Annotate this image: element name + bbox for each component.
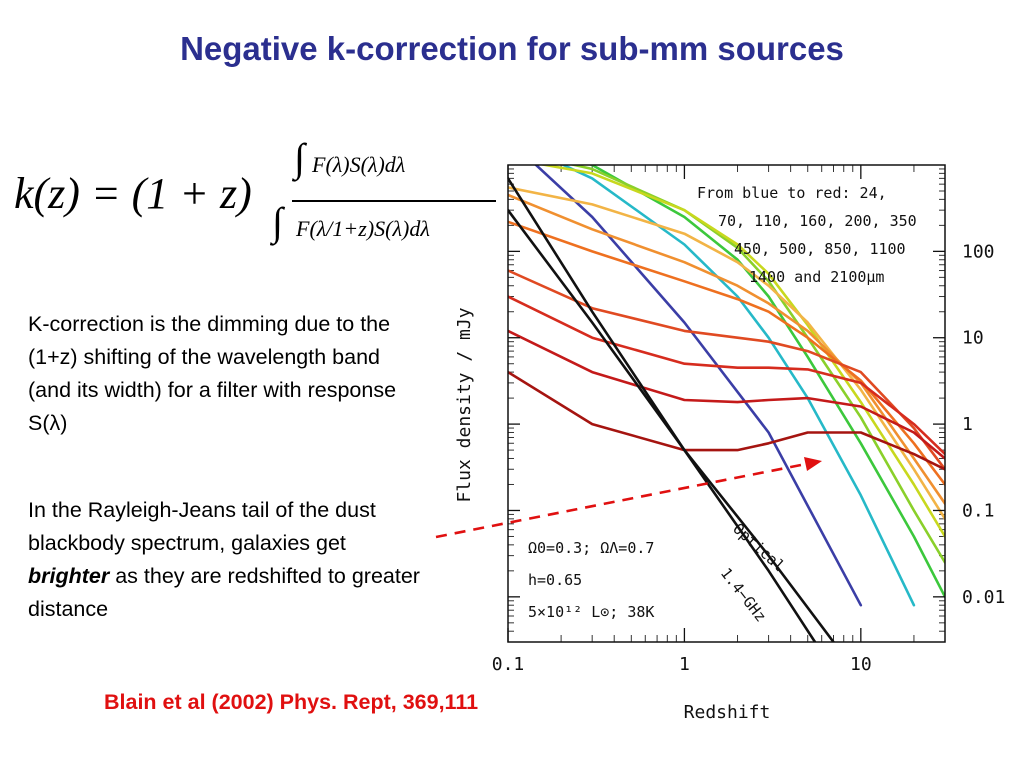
formula-denominator: F(λ/1+z)S(λ)dλ <box>296 216 430 241</box>
fraction-bar <box>292 200 496 202</box>
legend-line: 70, 110, 160, 200, 350 <box>718 212 917 230</box>
x-tick-label: 10 <box>850 654 872 675</box>
series-line-350 <box>508 186 945 521</box>
numerator-integral-sign: ∫ <box>294 135 305 180</box>
legend-line: 1400 and 2100μm <box>749 268 884 286</box>
y-tick-label: 0.1 <box>962 500 995 521</box>
series-line-70 <box>560 165 916 607</box>
x-tick-label: 1 <box>679 654 690 675</box>
y-tick-label: 0.01 <box>962 587 1005 608</box>
plot-frame <box>507 164 946 643</box>
formula-numerator: F(λ)S(λ)dλ <box>312 152 406 177</box>
brightening-arrow-head <box>804 457 822 471</box>
series-line-160 <box>568 165 945 564</box>
y-tick-label: 100 <box>962 241 995 262</box>
denominator-integral-sign: ∫ <box>272 199 283 244</box>
brightening-arrow-line <box>435 462 807 539</box>
y-tick-label: 10 <box>962 328 984 349</box>
series-line-500 <box>508 220 945 486</box>
paragraph-2-emphasis: brighter <box>28 564 110 588</box>
series-line-1400 <box>508 329 945 460</box>
radio-curve-label: 1.4−GHz <box>717 564 770 625</box>
x-tick-label: 0.1 <box>492 654 525 675</box>
x-axis-title: Redshift <box>684 702 771 723</box>
series-line-1100 <box>508 295 945 456</box>
y-tick-label: 1 <box>962 414 973 435</box>
explanation-paragraph-1: K-correction is the dimming due to the (… <box>28 312 397 435</box>
explanation-paragraph-2: In the Rayleigh-Jeans tail of the dust b… <box>28 494 420 626</box>
y-axis-title: Flux density / mJy <box>454 307 475 502</box>
parameter-line: 5×10¹² L⊙; 38K <box>528 603 654 621</box>
paragraph-2-start: In the Rayleigh-Jeans tail of the dust b… <box>28 498 376 555</box>
formula-lhs: k(z) = (1 + z) <box>14 169 252 218</box>
series-line-2100 <box>508 370 945 471</box>
optical-curve-label: Optical <box>729 520 788 576</box>
slide-title: Negative k-correction for sub-mm sources <box>180 30 844 67</box>
k-correction-formula: k(z) = (1 + z) ∫ F(λ)S(λ)dλ ∫ F(λ/1+z)S(… <box>10 135 496 258</box>
legend-line: 450, 500, 850, 1100 <box>734 240 906 258</box>
legend-line: From blue to red: 24, <box>697 184 887 202</box>
parameter-line: Ω0=0.3; ΩΛ=0.7 <box>528 539 654 557</box>
series-line-450 <box>508 193 945 505</box>
series-line-200 <box>538 165 945 538</box>
paragraph-2-end: as they are redshifted to greater distan… <box>28 564 420 621</box>
citation: Blain et al (2002) Phys. Rept, 369,111 <box>104 690 479 714</box>
series-line-24 <box>534 165 863 607</box>
parameter-line: h=0.65 <box>528 571 582 589</box>
series-line-1.4−GHz <box>508 208 835 642</box>
